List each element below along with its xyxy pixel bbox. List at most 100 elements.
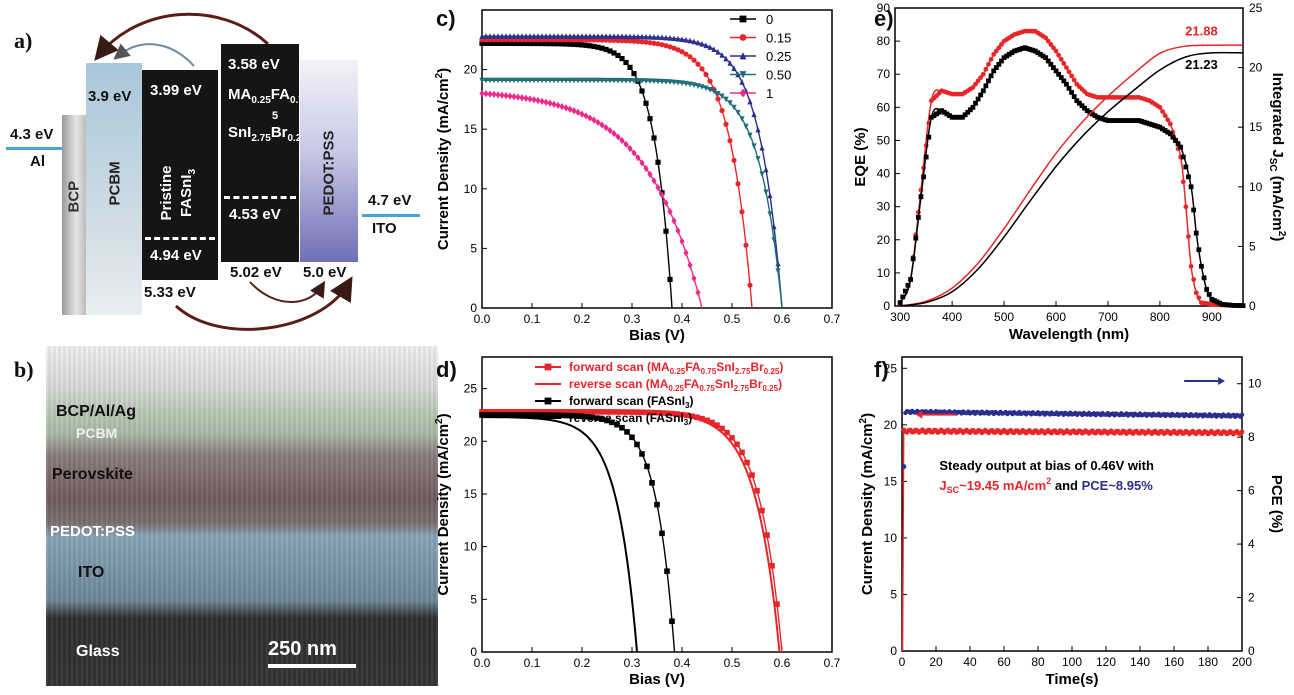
- data-point: [543, 77, 549, 84]
- y-tick-label: 20: [877, 233, 891, 247]
- data-point: [687, 37, 693, 44]
- data-point: [503, 77, 509, 84]
- legend-text: SnI: [715, 377, 734, 391]
- data-point: [1128, 118, 1134, 123]
- legend-marker: [739, 88, 747, 98]
- data-point: [1131, 118, 1137, 123]
- data-point: [619, 33, 625, 40]
- data-point: [667, 207, 673, 216]
- data-point: [531, 33, 537, 39]
- ito-energy: 4.7 eV: [368, 192, 412, 209]
- data-point: [603, 77, 609, 84]
- data-point: [1064, 65, 1069, 70]
- data-point: [595, 118, 601, 127]
- data-point: [967, 107, 973, 113]
- data-point: [1056, 71, 1062, 77]
- y-tick-label: 40: [877, 167, 891, 181]
- data-point: [1183, 164, 1189, 170]
- data-point: [591, 43, 597, 50]
- data-point: [749, 472, 755, 478]
- data-point: [715, 48, 721, 55]
- data-point: [583, 42, 589, 48]
- x-tick-label: 0.1: [524, 656, 541, 670]
- x-tick-label: 40: [963, 655, 977, 669]
- y2-label-text: Integrated J: [1269, 73, 1286, 158]
- data-point: [523, 77, 529, 84]
- y2-tick-label: 8: [1248, 430, 1255, 444]
- data-point: [654, 501, 660, 508]
- data-point: [944, 111, 950, 117]
- x-tick-label: 0.0: [474, 312, 491, 326]
- data-point: [1100, 116, 1106, 122]
- data-point: [583, 33, 589, 39]
- data-point: [544, 412, 550, 418]
- data-point: [551, 41, 557, 47]
- data-point: [543, 98, 549, 106]
- pristine-vb: 4.94 eV: [150, 247, 202, 264]
- data-point: [594, 415, 600, 421]
- data-point: [527, 40, 533, 47]
- data-point: [547, 33, 553, 39]
- data-point: [1157, 104, 1163, 110]
- data-point: [1217, 300, 1223, 306]
- x-axis-label: Wavelength (nm): [1009, 326, 1129, 343]
- data-point: [531, 96, 537, 104]
- data-point: [535, 40, 541, 47]
- data-point: [947, 113, 952, 119]
- data-point: [624, 429, 630, 435]
- data-point: [709, 419, 715, 426]
- mixed-sni-sub: 2.75: [251, 133, 271, 144]
- data-point: [1092, 113, 1098, 119]
- data-point: [575, 108, 581, 116]
- data-point: [703, 42, 709, 49]
- data-point: [689, 413, 695, 419]
- data-point: [584, 413, 590, 420]
- panel-e: e) 300 400 500 600 700 800 900 0 10 20 30 40 50 60 70 8…: [850, 0, 1294, 345]
- y-tick-label: 20: [884, 418, 898, 432]
- y-tick-label: 25: [884, 361, 898, 375]
- data-point: [555, 77, 561, 84]
- data-point: [503, 92, 509, 100]
- data-point: [523, 94, 529, 102]
- data-point: [535, 33, 541, 39]
- x-tick-label: 140: [1130, 655, 1150, 669]
- data-point: [1118, 118, 1124, 123]
- data-point: [1134, 118, 1139, 123]
- series-line-Jsc-red: [900, 44, 1244, 307]
- data-point: [559, 412, 565, 419]
- chart-e-frame: [894, 7, 1244, 307]
- data-point: [535, 96, 541, 105]
- data-point: [735, 109, 741, 116]
- legend-sub: 0.75: [699, 384, 715, 393]
- data-point: [687, 81, 693, 88]
- y-tick-label: 90: [877, 1, 891, 15]
- data-point: [643, 164, 649, 172]
- scale-bar: [268, 664, 356, 668]
- data-point: [547, 77, 553, 84]
- data-point: [534, 412, 540, 418]
- data-point: [483, 90, 489, 98]
- data-point: [647, 116, 653, 122]
- data-point: [926, 134, 932, 140]
- data-point: [734, 441, 740, 448]
- y2-tick-label: 2: [1248, 591, 1255, 605]
- y-tick-label: 0: [883, 299, 890, 313]
- data-point: [543, 33, 549, 39]
- data-point: [1040, 53, 1046, 59]
- data-point: [607, 33, 613, 39]
- data-point: [527, 33, 533, 39]
- x-tick-label: 0.1: [524, 312, 541, 326]
- data-point: [571, 77, 577, 84]
- data-point: [754, 488, 760, 494]
- legend-text: ): [779, 360, 783, 374]
- data-point: [1201, 275, 1207, 281]
- mixed-fa-sub: 0.7: [289, 95, 304, 106]
- data-point: [1061, 78, 1067, 84]
- legend-label: reverse scan (FASnI3): [569, 411, 692, 427]
- arrow-bottom-inner: [249, 280, 326, 303]
- data-point: [519, 77, 525, 84]
- data-point: [559, 102, 565, 111]
- data-point: [539, 33, 545, 39]
- data-point: [941, 109, 947, 115]
- data-point: [908, 277, 913, 282]
